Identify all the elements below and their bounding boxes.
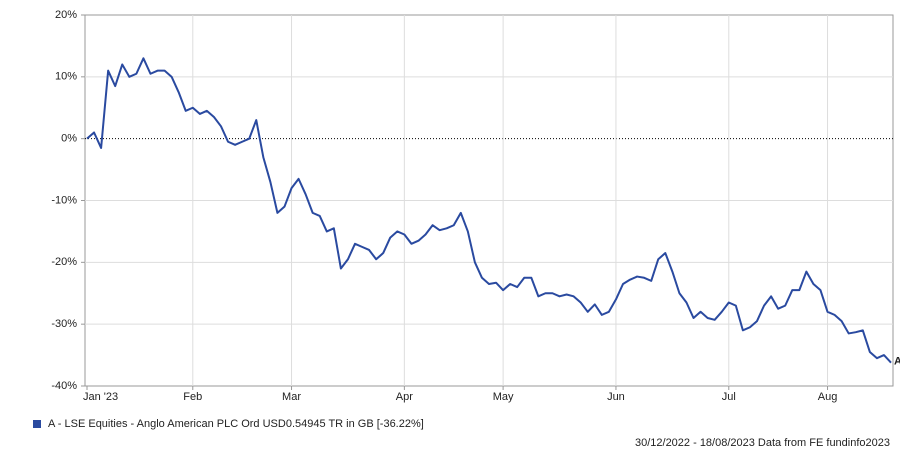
- x-tick-label: May: [493, 391, 514, 403]
- x-tick-label: Aug: [818, 391, 838, 403]
- x-tick-label: Jul: [722, 391, 736, 403]
- y-tick-label: 10%: [55, 71, 77, 83]
- y-tick-label: -10%: [51, 194, 77, 206]
- x-tick-label: Mar: [282, 391, 301, 403]
- series-line: [86, 57, 892, 364]
- x-tick-label: Apr: [396, 391, 413, 403]
- y-tick-label: 20%: [55, 9, 77, 21]
- y-tick-label: 0%: [61, 133, 77, 145]
- y-tick-label: -30%: [51, 318, 77, 330]
- legend-label: A - LSE Equities - Anglo American PLC Or…: [48, 418, 424, 430]
- legend-swatch: [33, 420, 41, 428]
- x-tick-label: Jun: [607, 391, 625, 403]
- y-tick-label: -40%: [51, 380, 77, 392]
- x-tick-label: Jan '23: [83, 391, 118, 403]
- x-tick-label: Feb: [183, 391, 202, 403]
- series-end-label: A: [894, 356, 900, 368]
- footer: 30/12/2022 - 18/08/2023 Data from FE fun…: [635, 437, 890, 449]
- y-tick-label: -20%: [51, 256, 77, 268]
